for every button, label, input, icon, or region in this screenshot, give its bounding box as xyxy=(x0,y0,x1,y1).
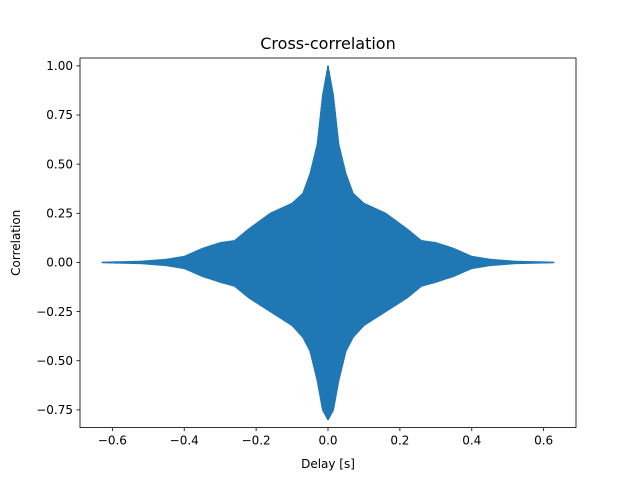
x-axis: −0.6 −0.4 −0.2 0.0 0.2 0.4 0.6 xyxy=(98,427,553,448)
y-tick-label: 0.50 xyxy=(46,157,73,171)
y-tick-label: −0.50 xyxy=(36,354,73,368)
y-tick-label: 0.00 xyxy=(46,256,73,270)
x-tick-label: 0.4 xyxy=(462,434,481,448)
x-tick-label: 0.2 xyxy=(390,434,409,448)
y-axis-label: Correlation xyxy=(9,210,23,276)
y-tick-label: −0.25 xyxy=(36,305,73,319)
y-tick-label: 0.75 xyxy=(46,108,73,122)
x-tick-label: 0.6 xyxy=(534,434,553,448)
x-tick-label: −0.6 xyxy=(98,434,127,448)
y-tick-label: 1.00 xyxy=(46,59,73,73)
x-tick-label: 0.0 xyxy=(318,434,337,448)
plot-area xyxy=(101,65,555,421)
x-axis-label: Delay [s] xyxy=(301,457,355,471)
y-tick-label: −0.75 xyxy=(36,403,73,417)
y-axis: −0.75 −0.50 −0.25 0.00 0.25 0.50 0.75 1.00 xyxy=(36,59,80,417)
x-tick-label: −0.4 xyxy=(170,434,199,448)
chart-title: Cross-correlation xyxy=(260,34,395,53)
y-tick-label: 0.25 xyxy=(46,207,73,221)
x-tick-label: −0.2 xyxy=(242,434,271,448)
correlation-line xyxy=(101,65,555,421)
